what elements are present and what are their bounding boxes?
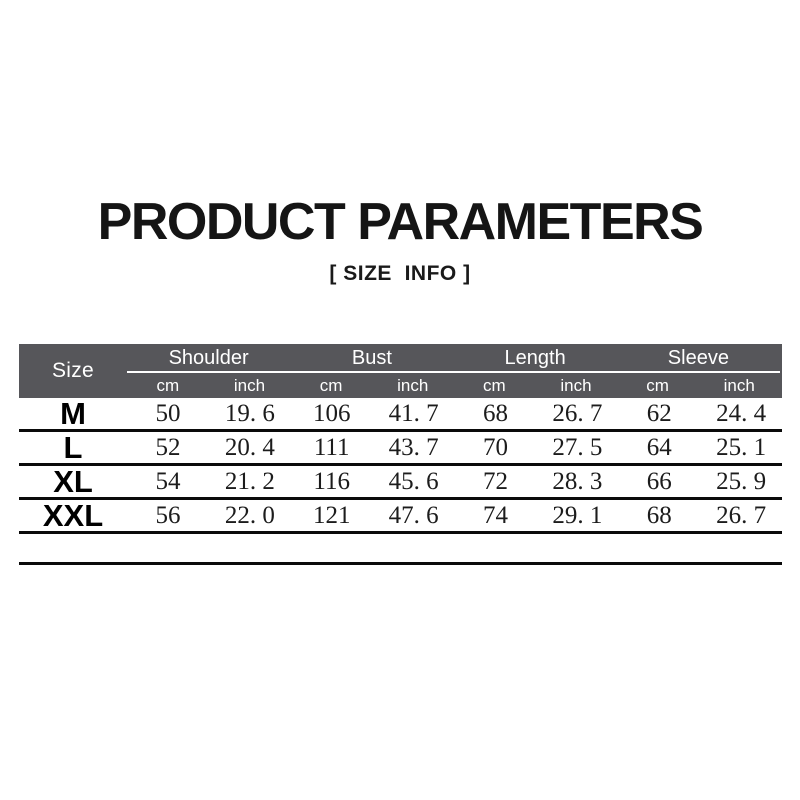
- value-cell-shoulder-inch: 22. 0: [224, 502, 275, 529]
- size-table: Size Shoulder Bust Length Sleeve cm inch…: [19, 344, 782, 565]
- size-cell: M: [60, 396, 86, 431]
- value-cell-length-inch: 27. 5: [552, 434, 603, 461]
- unit-header-length-inch: inch: [560, 375, 592, 395]
- value-cell-sleeve-inch: 25. 1: [716, 434, 767, 461]
- unit-header-shoulder-cm: cm: [156, 375, 180, 395]
- value-cell-length-inch: 26. 7: [552, 400, 603, 427]
- group-header-shoulder: Shoulder: [168, 347, 249, 370]
- value-cell-shoulder-cm: 54: [155, 468, 181, 495]
- group-header-sleeve: Sleeve: [667, 347, 729, 370]
- value-cell-bust-cm: 111: [313, 434, 350, 461]
- value-cell-shoulder-cm: 52: [155, 434, 181, 461]
- unit-header-shoulder-inch: inch: [233, 375, 266, 395]
- size-cell: XL: [53, 464, 93, 499]
- value-cell-sleeve-inch: 25. 9: [716, 468, 767, 495]
- table-row-l: L 52 20. 4 111 43. 7 70 27. 5 64 25. 1: [19, 432, 782, 466]
- value-cell-bust-cm: 121: [312, 502, 351, 529]
- measurement-header-area: Shoulder Bust Length Sleeve cm inch cm i…: [127, 344, 782, 398]
- page-title: PRODUCT PARAMETERS: [97, 193, 704, 251]
- table-row-xl: XL 54 21. 2 116 45. 6 72 28. 3 66 25. 9: [19, 466, 782, 500]
- unit-label-row: cm inch cm inch cm inch cm inch: [127, 373, 780, 398]
- value-cell-shoulder-inch: 19. 6: [224, 400, 275, 427]
- value-cell-bust-cm: 116: [313, 468, 350, 495]
- unit-header-sleeve-inch: inch: [723, 375, 755, 395]
- table-row-m: M 50 19. 6 106 41. 7 68 26. 7 62 24. 4: [19, 398, 782, 432]
- value-cell-bust-inch: 43. 7: [388, 434, 439, 461]
- value-cell-length-cm: 68: [482, 400, 508, 427]
- group-header-bust: Bust: [351, 347, 392, 370]
- value-cell-shoulder-inch: 21. 2: [224, 468, 275, 495]
- size-column-header: Size: [51, 359, 95, 382]
- value-cell-bust-inch: 45. 6: [388, 468, 439, 495]
- value-cell-shoulder-cm: 50: [155, 400, 181, 427]
- group-label-row: Shoulder Bust Length Sleeve: [127, 344, 780, 374]
- unit-header-bust-inch: inch: [397, 375, 429, 395]
- value-cell-bust-cm: 106: [312, 400, 351, 427]
- table-row-empty: [19, 534, 782, 565]
- value-cell-sleeve-cm: 68: [646, 502, 672, 529]
- group-header-length: Length: [504, 347, 566, 370]
- size-cell: L: [63, 430, 83, 465]
- value-cell-length-cm: 70: [482, 434, 508, 461]
- value-cell-length-cm: 72: [482, 468, 508, 495]
- table-row-xxl: XXL 56 22. 0 121 47. 6 74 29. 1 68 26. 7: [19, 500, 782, 534]
- value-cell-sleeve-inch: 24. 4: [716, 400, 767, 427]
- unit-header-bust-cm: cm: [319, 375, 343, 395]
- value-cell-bust-inch: 47. 6: [388, 502, 439, 529]
- value-cell-sleeve-cm: 62: [646, 400, 672, 427]
- value-cell-sleeve-cm: 64: [646, 434, 672, 461]
- value-cell-bust-inch: 41. 7: [388, 400, 439, 427]
- value-cell-length-inch: 28. 3: [552, 468, 603, 495]
- value-cell-shoulder-inch: 20. 4: [224, 434, 275, 461]
- table-header: Size Shoulder Bust Length Sleeve cm inch…: [19, 344, 782, 398]
- page-subtitle: [ SIZE INFO ]: [329, 262, 471, 285]
- value-cell-sleeve-inch: 26. 7: [716, 502, 767, 529]
- unit-header-length-cm: cm: [482, 375, 506, 395]
- unit-header-sleeve-cm: cm: [646, 375, 669, 395]
- size-cell: XXL: [42, 498, 104, 533]
- value-cell-length-cm: 74: [482, 502, 508, 529]
- value-cell-sleeve-cm: 66: [646, 468, 672, 495]
- value-cell-shoulder-cm: 56: [155, 502, 181, 529]
- value-cell-length-inch: 29. 1: [552, 502, 603, 529]
